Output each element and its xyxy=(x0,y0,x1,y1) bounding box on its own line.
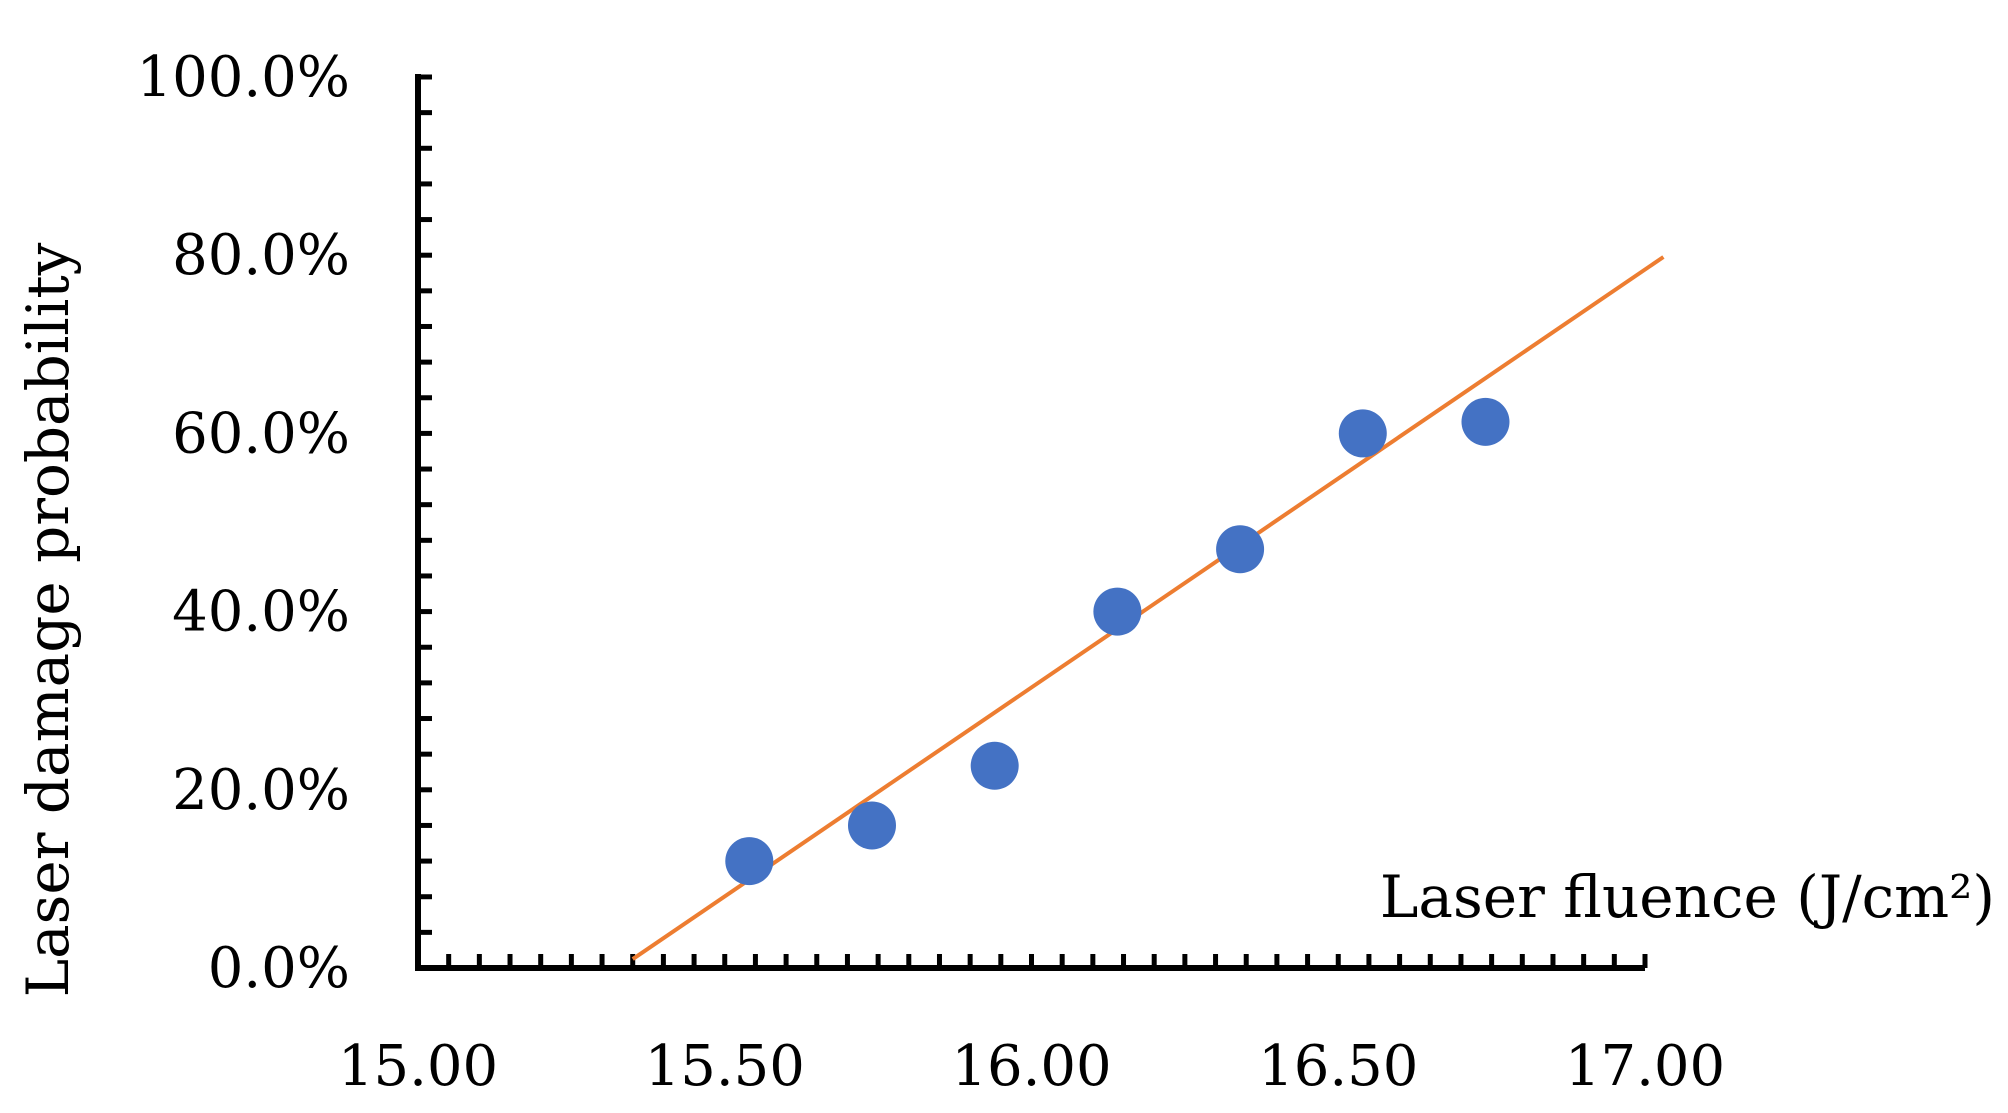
data-point xyxy=(970,741,1019,790)
x-tick-label: 16.00 xyxy=(951,1034,1111,1099)
data-point xyxy=(1093,587,1142,636)
y-tick-label: 0.0% xyxy=(208,936,350,1001)
x-tick-label: 17.00 xyxy=(1565,1034,1725,1099)
y-tick-label: 40.0% xyxy=(172,580,350,645)
data-point xyxy=(1216,525,1265,574)
y-tick-label: 100.0% xyxy=(136,45,350,110)
trendline xyxy=(631,255,1665,961)
x-tick-label: 16.50 xyxy=(1258,1034,1418,1099)
y-tick-label: 80.0% xyxy=(172,223,350,288)
x-axis-title: Laser fluence (J/cm²) xyxy=(1380,863,1995,931)
x-tick-label: 15.00 xyxy=(338,1034,498,1099)
y-axis-title: Laser damage probability xyxy=(14,242,82,997)
y-tick-label: 60.0% xyxy=(172,401,350,466)
data-point xyxy=(1338,409,1387,458)
data-point xyxy=(725,837,774,886)
data-point xyxy=(847,801,896,850)
trendline-layer xyxy=(631,255,1665,961)
data-points xyxy=(725,397,1510,886)
data-point xyxy=(1461,397,1510,446)
y-tick-label: 20.0% xyxy=(172,758,350,823)
axes xyxy=(415,74,1648,971)
tick-labels: 15.00 15.50 16.00 16.50 17.00 0.0% 20.0% 40.0% 6… xyxy=(136,45,1725,1099)
x-tick-label: 15.50 xyxy=(645,1034,805,1099)
